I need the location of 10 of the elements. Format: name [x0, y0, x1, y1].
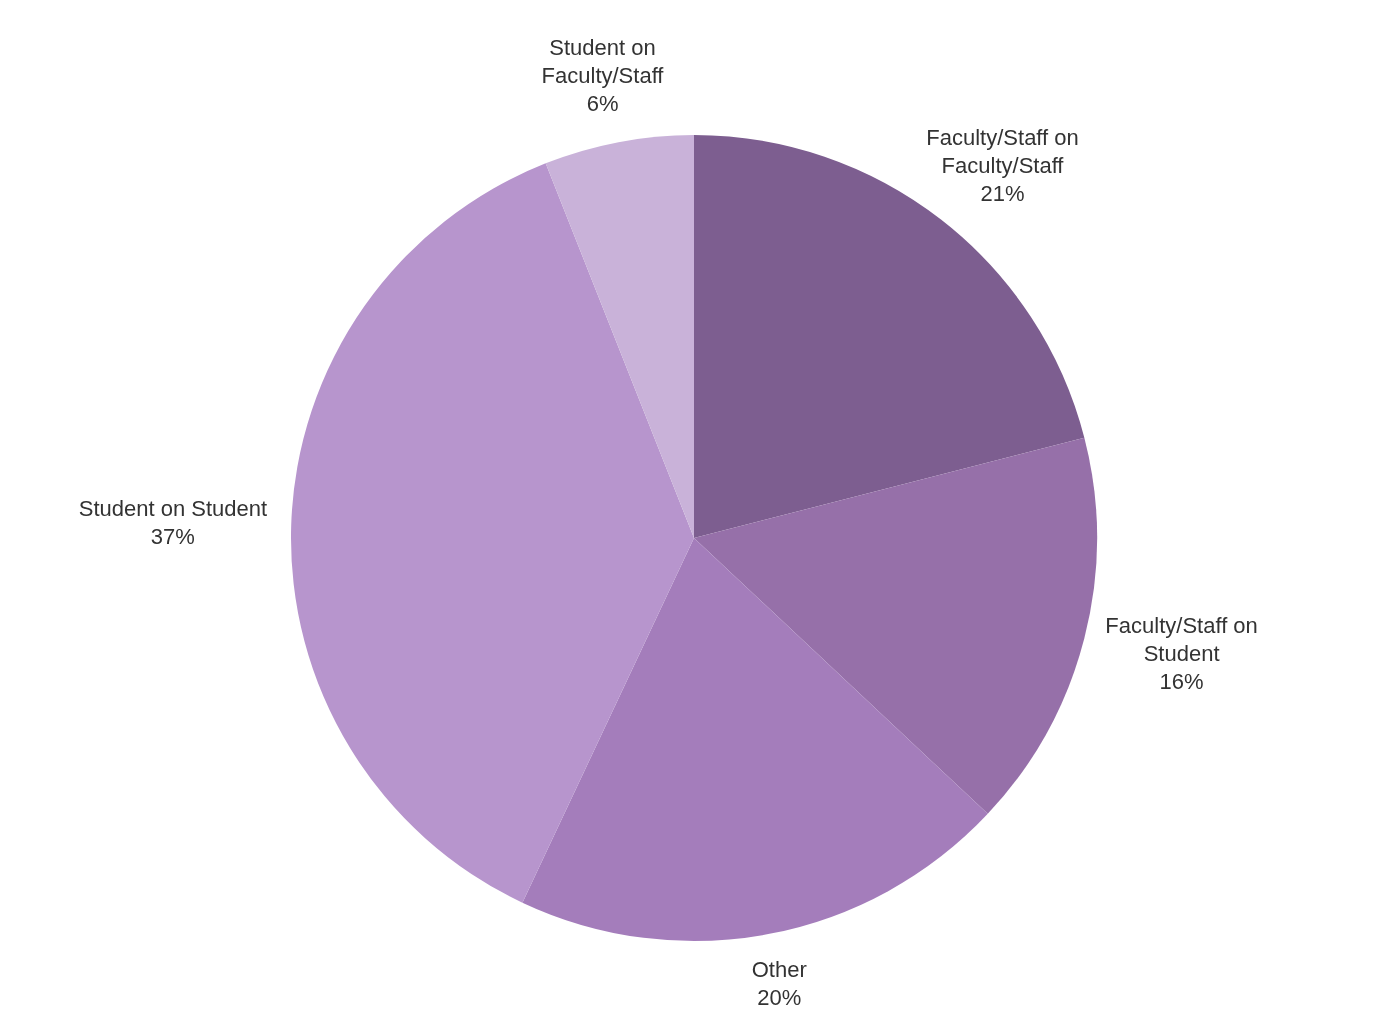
data-label: 6% [586, 91, 619, 117]
slice-label: Other [751, 957, 807, 983]
slice-label: Student on Student [78, 495, 268, 521]
slice-label: Student on Faculty/Staff [541, 35, 665, 89]
slice-label: Faculty/Staff on Student [1105, 612, 1258, 666]
data-label: 16% [1159, 668, 1204, 694]
data-label: 37% [150, 523, 195, 549]
data-label: 21% [980, 181, 1025, 207]
slice-label: Faculty/Staff on Faculty/Staff [926, 125, 1079, 179]
data-label: 20% [757, 985, 802, 1011]
